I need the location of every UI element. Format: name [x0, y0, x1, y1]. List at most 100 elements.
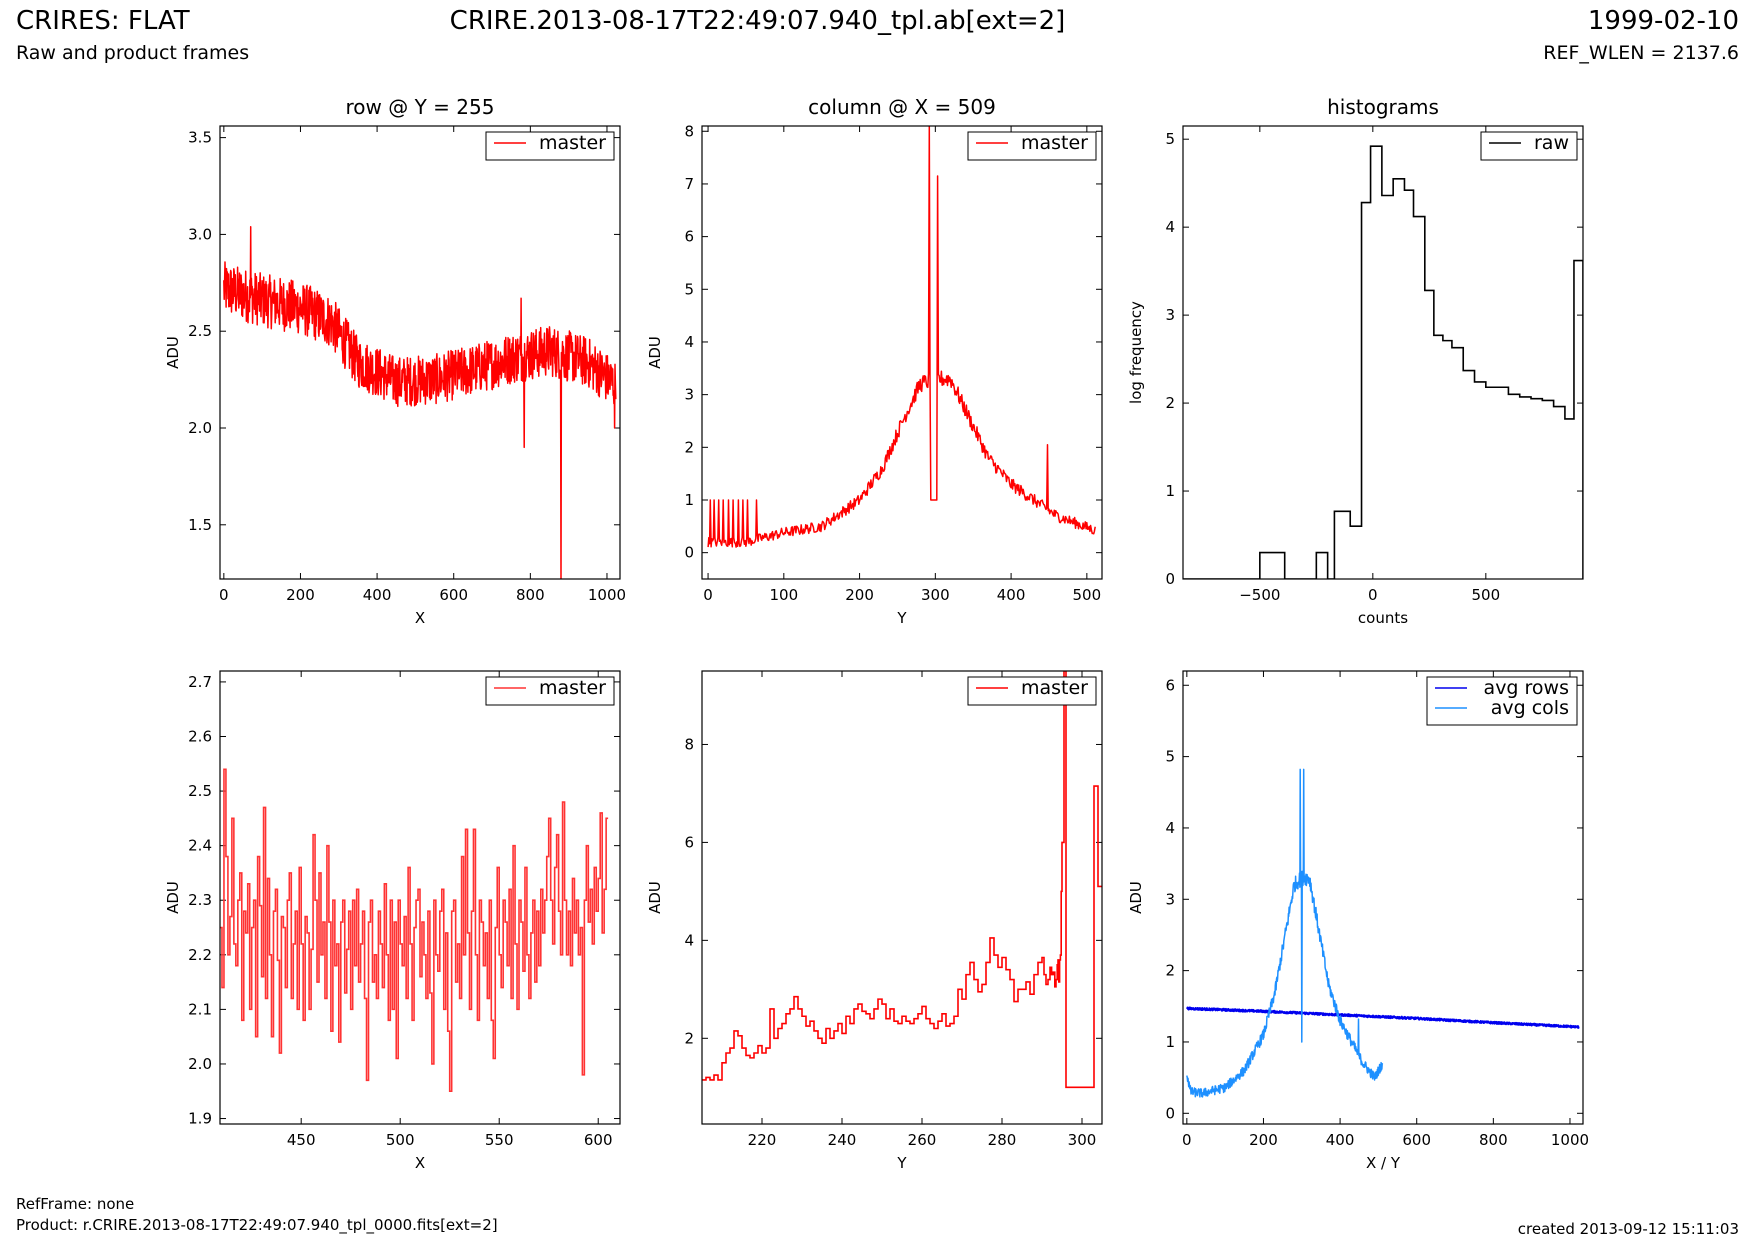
- series-group: [1186, 768, 1580, 1098]
- y-tick-label: 1.5: [188, 516, 212, 534]
- y-tick-label: 2: [1165, 394, 1175, 412]
- x-tick-label: 500: [386, 1131, 415, 1149]
- legend-label: master: [1021, 132, 1088, 154]
- legend-box: [1480, 131, 1578, 161]
- series-master-line: [220, 768, 609, 1093]
- y-tick-label: 1: [1165, 1033, 1175, 1051]
- x-tick-label: 280: [988, 1131, 1017, 1149]
- x-tick-label: 0: [1182, 1131, 1192, 1149]
- y-tick-label: 2.5: [188, 782, 212, 800]
- series-group: [707, 126, 1096, 548]
- series-group: [702, 671, 1102, 1089]
- series-master-line: [707, 126, 1096, 548]
- x-tick-label: 1000: [1551, 1131, 1589, 1149]
- series-avg-cols-line: [1186, 768, 1384, 1098]
- plot-frame: [1182, 125, 1584, 580]
- x-tick-label: 500: [1073, 586, 1102, 604]
- series-avg-rows-line: [1186, 1006, 1580, 1029]
- legend-label: master: [539, 132, 606, 154]
- x-tick-label: 600: [584, 1131, 613, 1149]
- y-tick-label: 3: [1165, 306, 1175, 324]
- plot-frame: [219, 125, 621, 580]
- report-title: CRIRES: FLAT: [16, 6, 190, 36]
- x-tick-label: 0: [219, 586, 229, 604]
- series-master-line: [702, 671, 1102, 1089]
- legend-label: master: [539, 677, 606, 699]
- y-tick-label: 1.9: [188, 1110, 212, 1128]
- y-axis-label: ADU: [164, 336, 182, 369]
- y-tick-label: 2.5: [188, 322, 212, 340]
- x-axis-label: X: [415, 1154, 425, 1172]
- y-tick-label: 2.0: [188, 1055, 212, 1073]
- y-tick-label: 2.2: [188, 946, 212, 964]
- y-tick-label: 7: [684, 175, 694, 193]
- x-tick-label: 800: [516, 586, 545, 604]
- x-tick-label: 0: [703, 586, 713, 604]
- x-tick-label: −500: [1239, 586, 1280, 604]
- y-tick-label: 4: [1165, 218, 1175, 236]
- x-tick-label: 300: [1068, 1131, 1097, 1149]
- y-tick-label: 0: [1165, 1104, 1175, 1122]
- plot-title: column @ X = 509: [808, 95, 996, 119]
- legend-box: [485, 131, 615, 161]
- y-tick-label: 4: [684, 333, 694, 351]
- y-tick-label: 8: [684, 122, 694, 140]
- legend-box: [485, 676, 615, 706]
- x-tick-label: 400: [363, 586, 392, 604]
- x-tick-label: 800: [1479, 1131, 1508, 1149]
- plot-frame: [1182, 670, 1584, 1125]
- y-tick-label: 5: [684, 280, 694, 298]
- series-group: [223, 225, 617, 579]
- series-raw-line: [1183, 145, 1583, 579]
- x-tick-label: 400: [997, 586, 1026, 604]
- legend-box: [1426, 676, 1578, 726]
- y-tick-label: 5: [1165, 130, 1175, 148]
- y-tick-label: 1: [684, 491, 694, 509]
- series-group: [1183, 145, 1583, 579]
- x-tick-label: 200: [845, 586, 874, 604]
- x-tick-label: 450: [287, 1131, 316, 1149]
- x-tick-label: 550: [485, 1131, 514, 1149]
- y-tick-label: 2: [684, 1029, 694, 1047]
- x-tick-label: 1000: [588, 586, 626, 604]
- legend-box: [967, 131, 1097, 161]
- x-tick-label: 500: [1472, 586, 1501, 604]
- x-tick-label: 200: [1249, 1131, 1278, 1149]
- y-tick-label: 4: [1165, 819, 1175, 837]
- y-tick-label: 4: [684, 931, 694, 949]
- series-group: [220, 768, 609, 1093]
- plot-frame: [219, 670, 621, 1125]
- y-tick-label: 3: [1165, 890, 1175, 908]
- x-tick-label: 260: [908, 1131, 937, 1149]
- y-tick-label: 3.0: [188, 225, 212, 243]
- x-tick-label: 400: [1326, 1131, 1355, 1149]
- report-subtitle: Raw and product frames: [16, 42, 250, 64]
- x-axis-label: Y: [896, 609, 907, 627]
- y-tick-label: 8: [684, 735, 694, 753]
- x-tick-label: 0: [1368, 586, 1378, 604]
- y-tick-label: 0: [684, 544, 694, 562]
- x-tick-label: 300: [921, 586, 950, 604]
- report-date: 1999-02-10: [1587, 6, 1739, 36]
- created-note: created 2013-09-12 15:11:03: [1517, 1220, 1739, 1238]
- x-tick-label: 100: [769, 586, 798, 604]
- legend-label: raw: [1534, 132, 1569, 154]
- y-tick-label: 3: [684, 386, 694, 404]
- legend-label: master: [1021, 677, 1088, 699]
- ref-wlen: REF_WLEN = 2137.6: [1543, 42, 1739, 64]
- y-tick-label: 2: [1165, 962, 1175, 980]
- x-tick-label: 600: [1402, 1131, 1431, 1149]
- x-axis-label: Y: [896, 1154, 907, 1172]
- y-axis-label: ADU: [1127, 881, 1145, 914]
- x-axis-label: counts: [1358, 609, 1408, 627]
- x-tick-label: 600: [439, 586, 468, 604]
- x-tick-label: 200: [286, 586, 315, 604]
- refframe-note: RefFrame: none: [16, 1195, 135, 1213]
- y-tick-label: 2.7: [188, 673, 212, 691]
- y-tick-label: 2: [684, 438, 694, 456]
- product-note: Product: r.CRIRE.2013-08-17T22:49:07.940…: [16, 1216, 498, 1234]
- series-master-line: [223, 225, 617, 579]
- y-tick-label: 2.0: [188, 419, 212, 437]
- y-tick-label: 3.5: [188, 129, 212, 147]
